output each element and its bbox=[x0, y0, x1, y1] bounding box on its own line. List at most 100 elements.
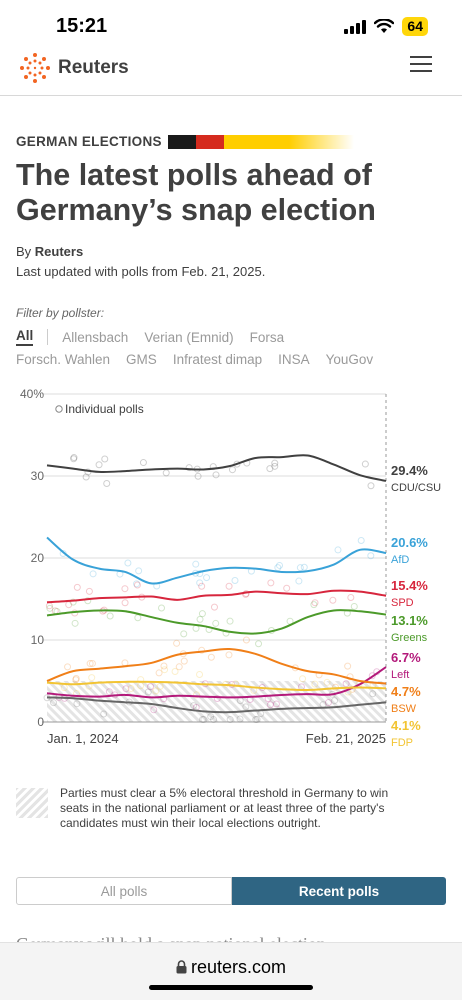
poll-dot-spd bbox=[347, 594, 355, 602]
poll-dot-greens bbox=[226, 617, 234, 625]
reuters-logo[interactable]: Reuters bbox=[18, 51, 129, 85]
poll-dot-bsw bbox=[86, 660, 94, 668]
poll-dot-fdp bbox=[232, 680, 240, 688]
poll-dot-greens bbox=[310, 601, 318, 609]
poll-dot-greens bbox=[255, 640, 263, 648]
byline-author[interactable]: Reuters bbox=[34, 244, 84, 259]
trend-line-cdu-csu bbox=[46, 454, 387, 482]
filter-row-2: Forsch. Wahlen GMS Infratest dimap INSA … bbox=[16, 352, 389, 367]
party-label-greens: Greens bbox=[391, 632, 428, 644]
poll-dot-other bbox=[253, 716, 261, 724]
poll-dot-bsw bbox=[180, 657, 188, 665]
poll-dot-left bbox=[324, 699, 332, 707]
poll-dot-afd bbox=[203, 574, 211, 582]
poll-dot-afd bbox=[124, 559, 132, 567]
poll-dot-bsw bbox=[121, 659, 129, 667]
poll-dot-left bbox=[105, 688, 113, 696]
value-label-spd: 15.4% bbox=[391, 578, 428, 593]
poll-dot-afd bbox=[196, 579, 204, 587]
poll-dot-spd bbox=[85, 587, 93, 595]
poll-dot-bsw bbox=[72, 676, 80, 684]
poll-dot-bsw bbox=[160, 662, 168, 670]
poll-dot-afd bbox=[274, 564, 282, 572]
trend-line-afd bbox=[46, 536, 387, 585]
poll-dot-other bbox=[236, 715, 244, 723]
signal-icon bbox=[344, 19, 367, 34]
filter-insa[interactable]: INSA bbox=[278, 352, 310, 367]
poll-dot-greens bbox=[180, 630, 188, 638]
y-tick-label: 10 bbox=[31, 633, 45, 647]
poll-dot-left bbox=[342, 680, 350, 688]
poll-dot-cdu-csu bbox=[95, 461, 103, 469]
poll-dot-greens bbox=[198, 610, 206, 618]
poll-dot-fdp bbox=[193, 691, 201, 699]
party-label-left: Left bbox=[391, 669, 409, 681]
value-label-cdu-csu: 29.4% bbox=[391, 463, 428, 478]
party-label-bsw: BSW bbox=[391, 703, 417, 715]
poll-dot-other bbox=[210, 716, 218, 724]
browser-url-bar[interactable]: reuters.com bbox=[0, 942, 462, 1000]
section-kicker: GERMAN ELECTIONS bbox=[16, 134, 162, 149]
poll-dot-other bbox=[200, 716, 208, 724]
poll-dot-greens bbox=[71, 619, 79, 627]
poll-dot-greens bbox=[106, 612, 114, 620]
poll-toggle: All polls Recent polls bbox=[16, 877, 446, 905]
poll-dot-fdp bbox=[196, 670, 204, 678]
filter-all[interactable]: All bbox=[16, 328, 34, 346]
poll-dot-spd bbox=[242, 590, 250, 598]
recent-polls-button[interactable]: Recent polls bbox=[232, 877, 446, 905]
poll-dot-cdu-csu bbox=[271, 462, 279, 470]
poll-dot-greens bbox=[350, 602, 358, 610]
y-tick-label: 30 bbox=[31, 469, 45, 483]
filter-divider bbox=[47, 329, 49, 345]
wifi-icon bbox=[374, 19, 395, 33]
poll-dot-greens bbox=[158, 604, 166, 612]
filter-forsch-wahlen[interactable]: Forsch. Wahlen bbox=[16, 352, 111, 367]
poll-dot-bsw bbox=[344, 662, 352, 670]
poll-dot-left bbox=[150, 706, 158, 714]
poll-dot-left bbox=[147, 683, 155, 691]
filter-forsa[interactable]: Forsa bbox=[249, 329, 285, 345]
poll-dot-other bbox=[73, 700, 81, 708]
filter-gms[interactable]: GMS bbox=[126, 352, 157, 367]
poll-dot-greens bbox=[196, 615, 204, 623]
trend-line-bsw bbox=[46, 647, 387, 685]
legend-poll-dot bbox=[55, 405, 63, 413]
poll-dot-bsw bbox=[175, 663, 183, 671]
menu-icon[interactable] bbox=[410, 56, 432, 74]
poll-dot-afd bbox=[135, 567, 143, 575]
filter-verian[interactable]: Verian (Emnid) bbox=[144, 329, 234, 345]
poll-dot-other bbox=[207, 713, 215, 721]
poll-dot-spd bbox=[73, 583, 81, 591]
filter-infratest[interactable]: Infratest dimap bbox=[172, 352, 263, 367]
poll-dot-bsw bbox=[72, 674, 80, 682]
poll-dot-cdu-csu bbox=[101, 455, 109, 463]
poll-dot-other bbox=[252, 716, 260, 724]
poll-dot-spd bbox=[311, 599, 319, 607]
home-indicator bbox=[149, 985, 313, 990]
poll-dot-cdu-csu bbox=[185, 464, 193, 472]
poll-dot-other bbox=[190, 702, 198, 710]
party-label-spd: SPD bbox=[391, 597, 414, 609]
filter-allensbach[interactable]: Allensbach bbox=[62, 329, 129, 345]
poll-dot-bsw bbox=[242, 636, 250, 644]
poll-dot-fdp bbox=[152, 687, 160, 695]
poll-dot-cdu-csu bbox=[82, 473, 90, 481]
poll-dot-fdp bbox=[156, 682, 164, 690]
poll-dot-afd bbox=[334, 546, 342, 554]
all-polls-button[interactable]: All polls bbox=[16, 877, 232, 905]
poll-dot-cdu-csu bbox=[212, 471, 220, 479]
url-value: reuters.com bbox=[190, 957, 287, 977]
poll-dot-other bbox=[144, 688, 152, 696]
trend-line-fdp bbox=[46, 680, 387, 692]
poll-dot-fdp bbox=[323, 678, 331, 686]
threshold-note: Parties must clear a 5% electoral thresh… bbox=[60, 786, 389, 830]
party-label-cdu-csu: CDU/CSU bbox=[391, 482, 441, 494]
poll-dot-cdu-csu bbox=[162, 469, 170, 477]
byline: By Reuters bbox=[16, 244, 83, 259]
filter-yougov[interactable]: YouGov bbox=[325, 352, 374, 367]
filter-label: Filter by pollster: bbox=[16, 306, 105, 320]
poll-dot-greens bbox=[46, 604, 54, 612]
x-label-start: Jan. 1, 2024 bbox=[47, 731, 119, 746]
trend-line-spd bbox=[46, 589, 387, 604]
